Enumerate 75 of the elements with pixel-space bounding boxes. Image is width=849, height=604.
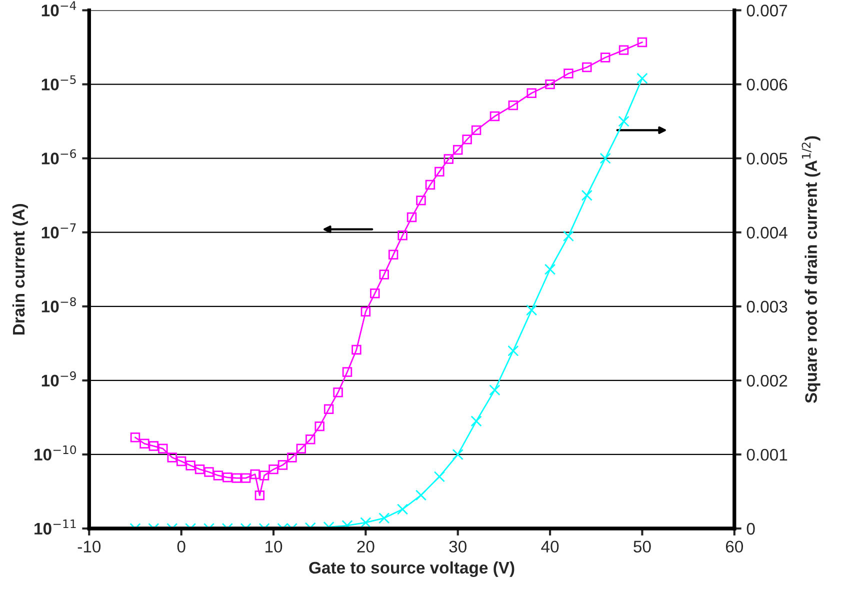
point bbox=[232, 473, 242, 483]
point bbox=[259, 470, 270, 480]
point bbox=[204, 467, 214, 477]
y-tick-label: 10$^{−8}$ bbox=[42, 297, 76, 312]
x-tick-label: 20 bbox=[357, 540, 374, 553]
point bbox=[254, 490, 265, 500]
point bbox=[434, 166, 444, 177]
x-tick-label: 0 bbox=[177, 540, 186, 553]
point bbox=[637, 37, 648, 48]
y-tick-label: 10$^{−4}$ bbox=[42, 1, 76, 16]
point bbox=[452, 145, 463, 155]
point bbox=[582, 62, 592, 72]
point bbox=[176, 456, 186, 466]
x-tick-label: 60 bbox=[726, 540, 744, 553]
point bbox=[148, 441, 159, 451]
y-axis-title: Drain current (A) bbox=[12, 204, 28, 334]
y-tick-label: 10$^{−9}$ bbox=[42, 371, 76, 387]
point bbox=[268, 464, 278, 474]
point bbox=[324, 404, 334, 414]
point bbox=[194, 464, 205, 474]
point bbox=[379, 270, 389, 280]
x-tick-label: 10 bbox=[266, 540, 282, 553]
y-tick-label: 10$^{−6}$ bbox=[42, 149, 76, 164]
point bbox=[471, 125, 482, 136]
point bbox=[416, 196, 426, 206]
point bbox=[352, 344, 362, 355]
y-tick-label: 10$^{−10}$ bbox=[34, 445, 76, 461]
x-axis-title: Gate to source voltage (V) bbox=[309, 561, 514, 578]
y-tick-label: 10$^{−5}$ bbox=[42, 75, 76, 90]
x-tick-label: 30 bbox=[449, 540, 466, 553]
point bbox=[314, 421, 324, 432]
point bbox=[342, 367, 352, 377]
point bbox=[388, 250, 398, 260]
x-tick-label: 40 bbox=[541, 540, 559, 553]
y-tick-label: 10$^{−11}$ bbox=[34, 520, 76, 535]
y-tick-label: 10$^{−7}$ bbox=[42, 223, 76, 238]
point bbox=[306, 434, 316, 444]
point bbox=[526, 88, 536, 98]
point bbox=[140, 438, 150, 449]
x-tick-label: -10 bbox=[78, 540, 101, 553]
point bbox=[250, 469, 260, 480]
point bbox=[158, 444, 168, 454]
point bbox=[398, 230, 408, 240]
x-tick-label: 50 bbox=[634, 540, 651, 553]
point bbox=[462, 134, 472, 144]
y2-tick-label: 0 bbox=[746, 522, 755, 535]
point bbox=[564, 68, 574, 78]
point bbox=[545, 79, 555, 90]
y2-tick-label: 0.005 bbox=[746, 152, 788, 165]
point bbox=[406, 212, 417, 222]
point bbox=[333, 388, 343, 398]
point bbox=[296, 444, 306, 454]
point bbox=[213, 470, 224, 480]
point bbox=[130, 432, 140, 442]
y2-tick-label: 0.002 bbox=[746, 374, 788, 387]
point bbox=[287, 452, 297, 462]
point bbox=[618, 45, 629, 55]
point bbox=[360, 306, 371, 316]
point bbox=[425, 180, 436, 190]
point bbox=[490, 111, 500, 122]
y2-tick-label: 0.001 bbox=[746, 448, 788, 461]
y2-tick-label: 0.007 bbox=[746, 4, 788, 16]
y2-tick-label: 0.003 bbox=[746, 300, 788, 313]
y2-axis-title: Square root of drain current (A$^{1/2}$) bbox=[802, 136, 820, 403]
point bbox=[240, 473, 251, 483]
y2-tick-label: 0.004 bbox=[746, 226, 788, 239]
point bbox=[186, 460, 196, 470]
point bbox=[444, 154, 454, 164]
point bbox=[167, 452, 177, 462]
point bbox=[370, 288, 380, 298]
point bbox=[508, 100, 518, 110]
point bbox=[222, 472, 232, 482]
y2-tick-label: 0.006 bbox=[746, 78, 788, 91]
point bbox=[600, 52, 610, 62]
point bbox=[278, 460, 288, 470]
